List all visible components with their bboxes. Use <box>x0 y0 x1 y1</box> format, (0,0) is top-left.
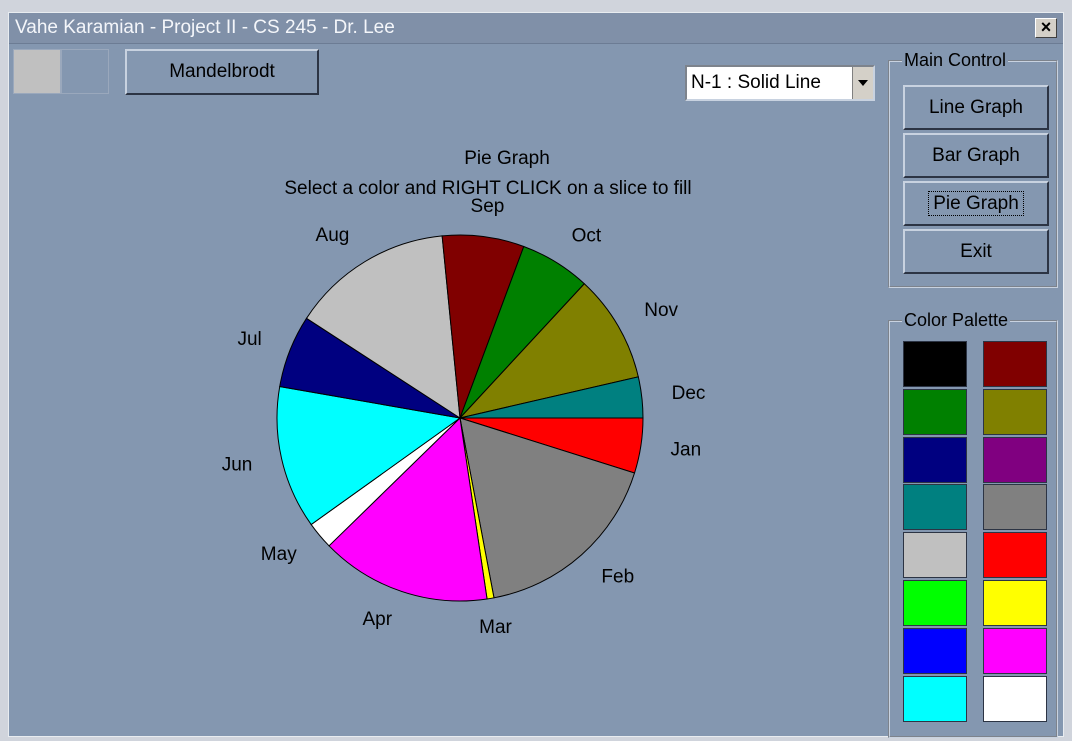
control-button[interactable]: Exit <box>903 229 1049 274</box>
mandelbrodt-button[interactable]: Mandelbrodt <box>125 49 319 95</box>
control-button[interactable]: Line Graph <box>903 85 1049 130</box>
color-palette-group: Color Palette <box>888 310 1058 738</box>
slice-label: Jan <box>671 439 702 460</box>
button-label: Line Graph <box>928 97 1023 118</box>
pie-slice <box>276 385 462 526</box>
palette-color[interactable] <box>983 436 1047 483</box>
pie-slice <box>459 417 636 599</box>
palette-color[interactable] <box>983 532 1047 579</box>
window-title: Vahe Karamian - Project II - CS 245 - Dr… <box>15 17 395 38</box>
group-title: Main Control <box>902 50 1009 71</box>
slice-label: Nov <box>644 300 678 321</box>
color-swatch-back[interactable] <box>61 49 109 94</box>
slice-label: Apr <box>362 609 392 630</box>
palette-color[interactable] <box>903 532 967 579</box>
palette-color[interactable] <box>983 580 1047 626</box>
palette-color[interactable] <box>903 627 967 674</box>
slice-label: Aug <box>316 225 350 246</box>
pie-slice <box>328 416 488 602</box>
control-button[interactable]: Pie Graph <box>903 181 1049 226</box>
palette-color[interactable] <box>903 675 967 722</box>
slice-label: Mar <box>479 617 512 638</box>
button-label: Bar Graph <box>932 145 1020 166</box>
slice-label: Oct <box>572 226 602 247</box>
dropdown-value: N-1 : Solid Line <box>691 72 821 93</box>
color-swatch-current[interactable] <box>13 49 61 94</box>
palette-color[interactable] <box>903 580 967 626</box>
palette-color[interactable] <box>983 484 1047 531</box>
pie-slice <box>305 235 461 419</box>
palette-color[interactable] <box>983 627 1047 674</box>
palette-color[interactable] <box>903 388 967 435</box>
pie-slice <box>458 283 639 419</box>
window: Pie Graph Select a color and RIGHT CLICK… <box>8 12 1064 738</box>
dropdown-arrow[interactable] <box>852 67 873 99</box>
pie-slice <box>459 376 644 419</box>
slice-label: May <box>261 544 297 565</box>
group-title: Color Palette <box>902 310 1011 331</box>
chart-subtitle: Select a color and RIGHT CLICK on a slic… <box>284 178 691 199</box>
main-control-group: Main Control Line Graph Bar Graph Pie Graph… <box>888 50 1058 288</box>
slice-label: Dec <box>672 383 706 404</box>
line-style-dropdown[interactable]: N-1 : Solid Line <box>685 65 875 101</box>
slice-label: Sep <box>471 196 505 217</box>
chart-title: Pie Graph <box>464 148 550 169</box>
close-button[interactable]: × <box>1035 18 1057 38</box>
control-button[interactable]: Bar Graph <box>903 133 1049 178</box>
title-bar: Vahe Karamian - Project II - CS 245 - Dr… <box>9 13 1063 44</box>
chart: Pie Graph Select a color and RIGHT CLICK… <box>222 148 706 638</box>
palette-color[interactable] <box>903 341 967 387</box>
palette-color[interactable] <box>983 388 1047 435</box>
palette-color[interactable] <box>903 484 967 531</box>
button-label: Pie Graph <box>928 191 1024 216</box>
slice-label: Jun <box>222 454 253 475</box>
palette-color[interactable] <box>983 675 1047 722</box>
button-label: Exit <box>960 241 992 262</box>
slice-label: Feb <box>601 566 634 587</box>
slice-label: Jul <box>237 329 261 350</box>
palette-color[interactable] <box>983 341 1047 387</box>
palette-color[interactable] <box>903 436 967 483</box>
